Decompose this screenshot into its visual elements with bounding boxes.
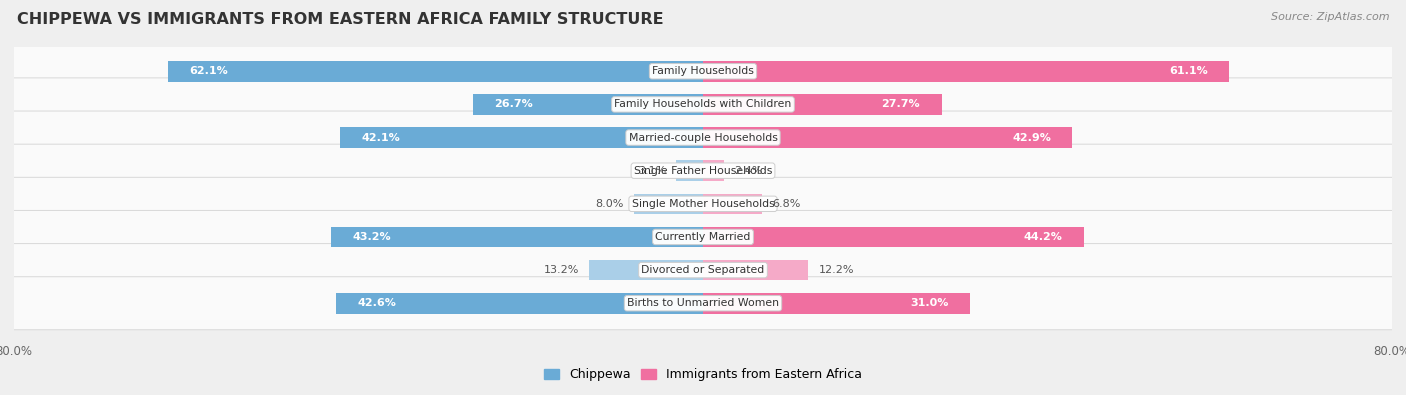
Text: 6.8%: 6.8% <box>772 199 800 209</box>
Text: Births to Unmarried Women: Births to Unmarried Women <box>627 298 779 308</box>
Text: Single Mother Households: Single Mother Households <box>631 199 775 209</box>
Text: 43.2%: 43.2% <box>353 232 391 242</box>
Bar <box>703 260 808 280</box>
Text: 3.1%: 3.1% <box>638 166 666 176</box>
Text: Currently Married: Currently Married <box>655 232 751 242</box>
FancyBboxPatch shape <box>0 211 1406 263</box>
Bar <box>703 160 724 181</box>
Text: 42.6%: 42.6% <box>357 298 396 308</box>
Text: 62.1%: 62.1% <box>190 66 229 76</box>
Bar <box>676 160 703 181</box>
Bar <box>703 61 1229 81</box>
Legend: Chippewa, Immigrants from Eastern Africa: Chippewa, Immigrants from Eastern Africa <box>538 363 868 386</box>
Text: Single Father Households: Single Father Households <box>634 166 772 176</box>
Bar <box>340 127 703 148</box>
Text: 13.2%: 13.2% <box>544 265 579 275</box>
Text: Divorced or Separated: Divorced or Separated <box>641 265 765 275</box>
Text: CHIPPEWA VS IMMIGRANTS FROM EASTERN AFRICA FAMILY STRUCTURE: CHIPPEWA VS IMMIGRANTS FROM EASTERN AFRI… <box>17 12 664 27</box>
Text: 2.4%: 2.4% <box>734 166 762 176</box>
Text: Family Households with Children: Family Households with Children <box>614 100 792 109</box>
Text: Family Households: Family Households <box>652 66 754 76</box>
FancyBboxPatch shape <box>0 177 1406 230</box>
FancyBboxPatch shape <box>0 111 1406 164</box>
FancyBboxPatch shape <box>0 78 1406 131</box>
FancyBboxPatch shape <box>0 144 1406 197</box>
Bar <box>589 260 703 280</box>
Bar <box>472 94 703 115</box>
Text: 44.2%: 44.2% <box>1024 232 1062 242</box>
Text: 26.7%: 26.7% <box>495 100 533 109</box>
Bar <box>703 293 970 314</box>
Bar <box>703 194 762 214</box>
Text: 27.7%: 27.7% <box>882 100 920 109</box>
Text: 42.9%: 42.9% <box>1012 133 1050 143</box>
Bar <box>703 94 942 115</box>
Bar <box>634 194 703 214</box>
Bar <box>169 61 703 81</box>
FancyBboxPatch shape <box>0 244 1406 297</box>
Text: 31.0%: 31.0% <box>910 298 949 308</box>
Text: Source: ZipAtlas.com: Source: ZipAtlas.com <box>1271 12 1389 22</box>
Bar <box>330 227 703 247</box>
Bar <box>703 227 1084 247</box>
FancyBboxPatch shape <box>0 45 1406 98</box>
FancyBboxPatch shape <box>0 277 1406 330</box>
Text: 12.2%: 12.2% <box>818 265 853 275</box>
Text: Married-couple Households: Married-couple Households <box>628 133 778 143</box>
Text: 8.0%: 8.0% <box>595 199 624 209</box>
Text: 61.1%: 61.1% <box>1168 66 1208 76</box>
Text: 42.1%: 42.1% <box>361 133 401 143</box>
Bar <box>703 127 1073 148</box>
Bar <box>336 293 703 314</box>
